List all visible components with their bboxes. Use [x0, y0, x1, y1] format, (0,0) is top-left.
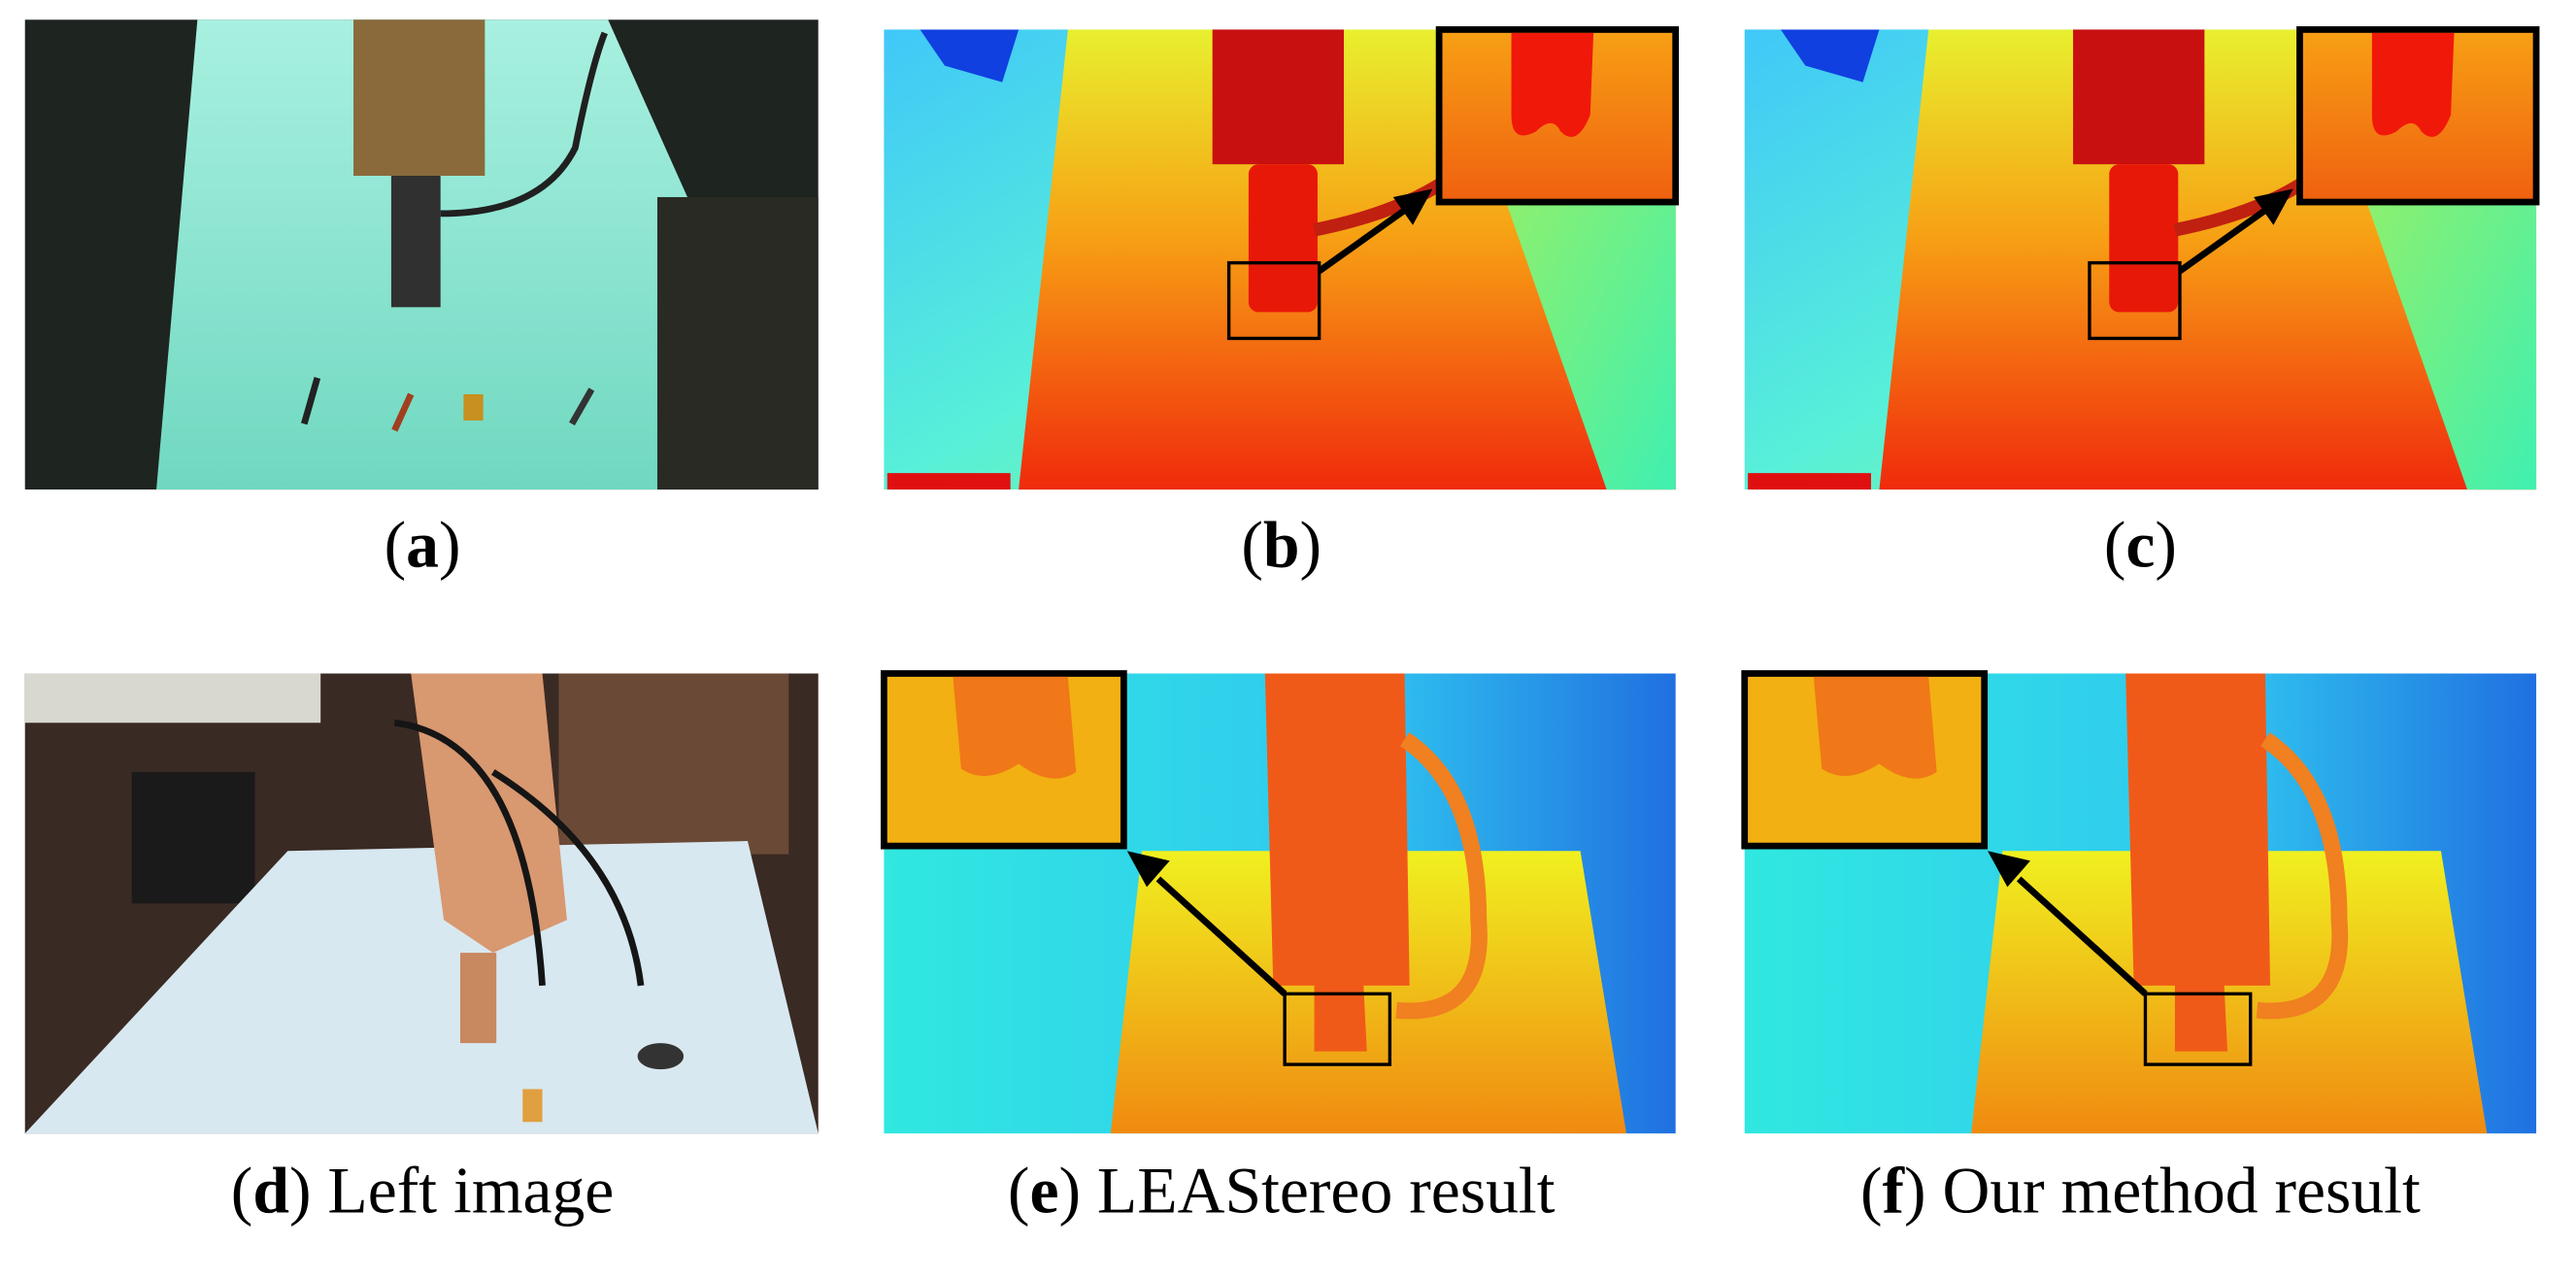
rect-shape — [463, 393, 484, 421]
path-shape — [440, 31, 608, 218]
rect-shape — [131, 772, 255, 904]
caption-text: ( — [1860, 1154, 1883, 1227]
depth-c — [1745, 29, 2536, 489]
rect-shape — [522, 1089, 543, 1123]
caption-text: ) LEAStereo result — [1058, 1154, 1555, 1227]
caption-letter: c — [2125, 509, 2155, 582]
depth-e — [884, 674, 1675, 1134]
line-shape — [391, 392, 415, 432]
rect-shape — [390, 175, 441, 308]
caption-text: ( — [385, 509, 407, 582]
caption: (d) Left image — [231, 1154, 615, 1227]
depth-f — [1745, 674, 2536, 1134]
caption-text: ( — [2104, 509, 2126, 582]
caption-text: ) Left image — [289, 1154, 614, 1227]
rect-shape — [24, 673, 321, 723]
caption-text: ( — [1008, 1154, 1030, 1227]
caption-text: ) — [1300, 509, 1322, 582]
caption: (c) — [2104, 509, 2177, 582]
ellipse-shape — [637, 1043, 685, 1070]
depth-b — [884, 29, 1675, 489]
caption-letter: b — [1263, 509, 1300, 582]
caption-text: ) Our method result — [1904, 1154, 2421, 1227]
caption-text: ) — [2155, 509, 2177, 582]
caption-letter: d — [252, 1154, 289, 1227]
caption-text: ( — [231, 1154, 253, 1227]
caption-letter: f — [1883, 1154, 1906, 1227]
rect-shape — [353, 19, 485, 176]
photo-d — [24, 673, 819, 1134]
captions: (a) (b) (c)(d) Left image (e) LEAStereo res… — [231, 509, 2421, 1228]
caption-letter: a — [406, 509, 439, 582]
caption: (e) LEAStereo result — [1008, 1154, 1556, 1227]
caption-letter: e — [1029, 1154, 1058, 1227]
caption-text: ) — [439, 509, 461, 582]
caption: (b) — [1241, 509, 1321, 582]
caption-text: ( — [1241, 509, 1263, 582]
rect-shape — [558, 673, 789, 855]
photo-a — [24, 19, 819, 490]
line-shape — [569, 387, 595, 426]
path-shape — [393, 719, 645, 987]
rect-shape — [459, 953, 497, 1044]
caption: (f) Our method result — [1860, 1154, 2421, 1227]
polygon-shape — [156, 19, 819, 490]
rect-shape — [656, 196, 819, 490]
caption: (a) — [385, 509, 461, 582]
line-shape — [301, 377, 321, 425]
